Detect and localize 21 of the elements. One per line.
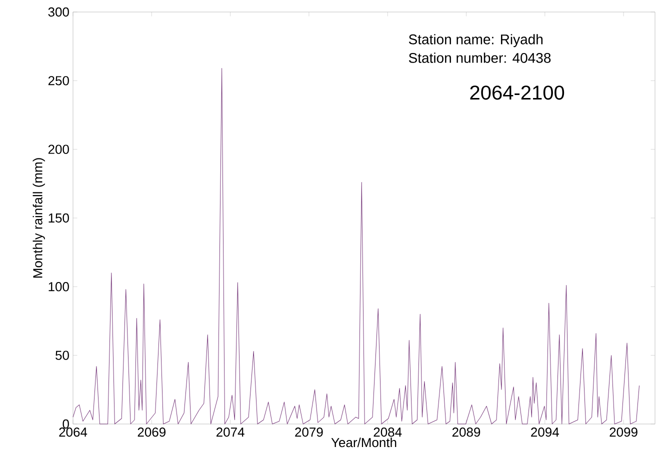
x-tick-label: 2074 [216, 428, 244, 437]
y-tick-label: 300 [48, 7, 69, 17]
y-tick-label: 100 [48, 282, 69, 292]
x-tick-label: 2099 [610, 428, 638, 437]
y-tick-label: 150 [48, 213, 69, 223]
x-tick-label: 2084 [374, 428, 402, 437]
y-tick-label: 50 [56, 350, 69, 360]
y-axis-title: Monthly rainfall (mm) [32, 158, 45, 278]
x-tick-label: 2064 [59, 428, 88, 437]
y-tick-label: 0 [62, 419, 69, 429]
y-tick-label: 200 [48, 144, 69, 154]
text: 2064-2100 [470, 86, 564, 100]
y-tick-label: 250 [48, 76, 69, 86]
annotation: Station name: Riyadh [408, 34, 543, 48]
x-tick-label: 2069 [138, 428, 166, 437]
x-tick-label: 2089 [452, 428, 480, 437]
x-axis-title: Year/Month [331, 438, 396, 448]
line-series [72, 68, 640, 424]
annotation: Station number: 40438 [408, 52, 551, 63]
x-tick-label: 2079 [295, 428, 323, 437]
x-tick-label: 2094 [531, 428, 559, 437]
